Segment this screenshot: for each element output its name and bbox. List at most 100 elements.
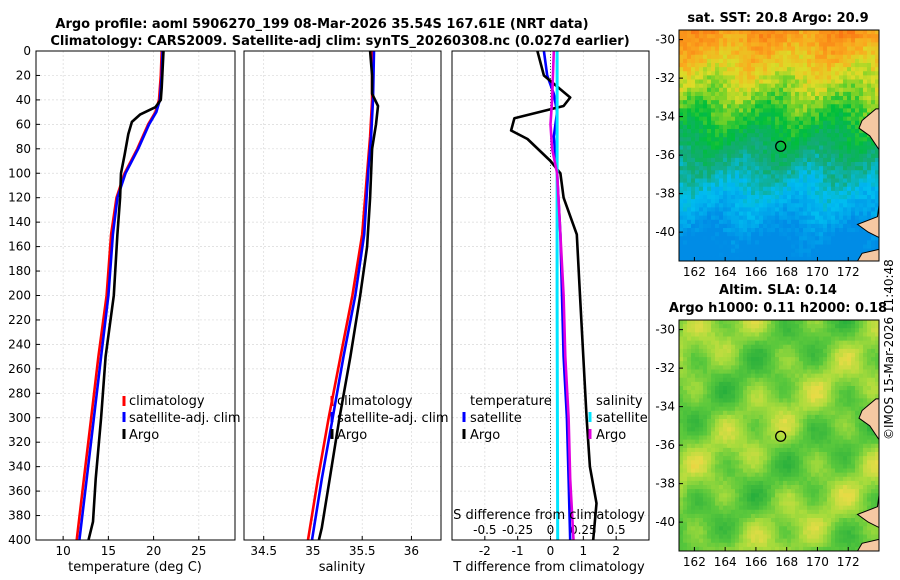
map-cell [771, 83, 776, 89]
map-cell [703, 199, 708, 204]
map-cell [755, 386, 760, 391]
map-cell [731, 361, 736, 366]
map-cell [699, 419, 704, 424]
map-cell [747, 348, 752, 354]
map-cell [747, 427, 752, 432]
map-cell [739, 124, 744, 130]
map-cell [835, 324, 840, 329]
map-cell [751, 137, 756, 142]
map-cell [843, 141, 848, 146]
map-cell [739, 344, 744, 350]
map-cell [695, 365, 700, 370]
map-cell [867, 394, 872, 399]
map-cell [747, 71, 752, 76]
map-cell [767, 149, 772, 155]
map-cell [843, 324, 848, 329]
map-cell [843, 398, 848, 403]
map-cell [835, 215, 840, 221]
map-cell [819, 71, 824, 76]
map-cell [787, 153, 792, 159]
map-cell [735, 381, 740, 387]
map-cell [711, 240, 716, 245]
map-cell [831, 332, 836, 337]
map-cell [871, 100, 876, 105]
map-cell [839, 332, 844, 337]
map-cell [783, 377, 788, 383]
map-cell [771, 324, 776, 329]
map-cell [859, 324, 864, 329]
map-cell [819, 174, 824, 179]
map-cell [779, 386, 784, 391]
map-cell [807, 129, 812, 134]
map-cell [683, 166, 688, 171]
map-cell [831, 133, 836, 138]
map-cell [787, 190, 792, 196]
map-cell [695, 104, 700, 109]
map-cell [819, 427, 824, 432]
map-cell [871, 340, 876, 346]
map-cell [703, 353, 708, 358]
map-cell [691, 79, 696, 85]
map-cell [731, 447, 736, 453]
map-cell [859, 30, 864, 35]
map-cell [767, 419, 772, 424]
map-cell [747, 186, 752, 192]
map-cell [759, 42, 764, 47]
map-cell [723, 46, 728, 52]
map-cell [775, 190, 780, 196]
map-cell [711, 431, 716, 436]
map-cell [819, 223, 824, 229]
map-cell [783, 406, 788, 412]
map-cell [795, 42, 800, 47]
map-cell [751, 215, 756, 221]
map-cell [831, 435, 836, 441]
map-cell [695, 79, 700, 85]
map-cell [835, 50, 840, 56]
map-cell [723, 195, 728, 200]
map-cell [691, 207, 696, 212]
map-cell [763, 87, 768, 93]
map-cell [715, 75, 720, 80]
map-cell [843, 207, 848, 212]
map-cell [767, 394, 772, 399]
map-cell [799, 248, 804, 254]
map-cell [771, 71, 776, 76]
map-cell [851, 182, 856, 188]
map-cell [747, 460, 752, 465]
map-cell [751, 58, 756, 64]
map-cell [751, 120, 756, 126]
map-cell [723, 464, 728, 469]
map-cell [859, 348, 864, 354]
map-cell [739, 42, 744, 47]
map-cell [751, 199, 756, 204]
map-cell [827, 104, 832, 109]
map-cell [739, 120, 744, 126]
map-cell [807, 124, 812, 130]
map-cell [735, 427, 740, 432]
map-cell [795, 414, 800, 420]
map-cell [827, 336, 832, 342]
map-cell [855, 357, 860, 362]
map-cell [727, 419, 732, 424]
map-cell [751, 456, 756, 461]
map-cell [831, 456, 836, 461]
map-cell [723, 67, 728, 72]
map-cell [783, 178, 788, 184]
map-cell [771, 67, 776, 72]
map-cell [727, 71, 732, 76]
map-cell [771, 236, 776, 241]
map-cell [819, 91, 824, 97]
map-cell [851, 419, 856, 424]
map-cell [815, 427, 820, 432]
map-cell [839, 336, 844, 342]
map-cell [719, 357, 724, 362]
map-cell [807, 199, 812, 204]
map-cell [711, 414, 716, 420]
map-cell [855, 236, 860, 241]
map-cell [791, 320, 796, 325]
map-cell [759, 38, 764, 43]
y-tick-label: 220 [8, 313, 31, 327]
map-cell [739, 410, 744, 416]
map-cell [787, 468, 792, 474]
map-cell [739, 324, 744, 329]
